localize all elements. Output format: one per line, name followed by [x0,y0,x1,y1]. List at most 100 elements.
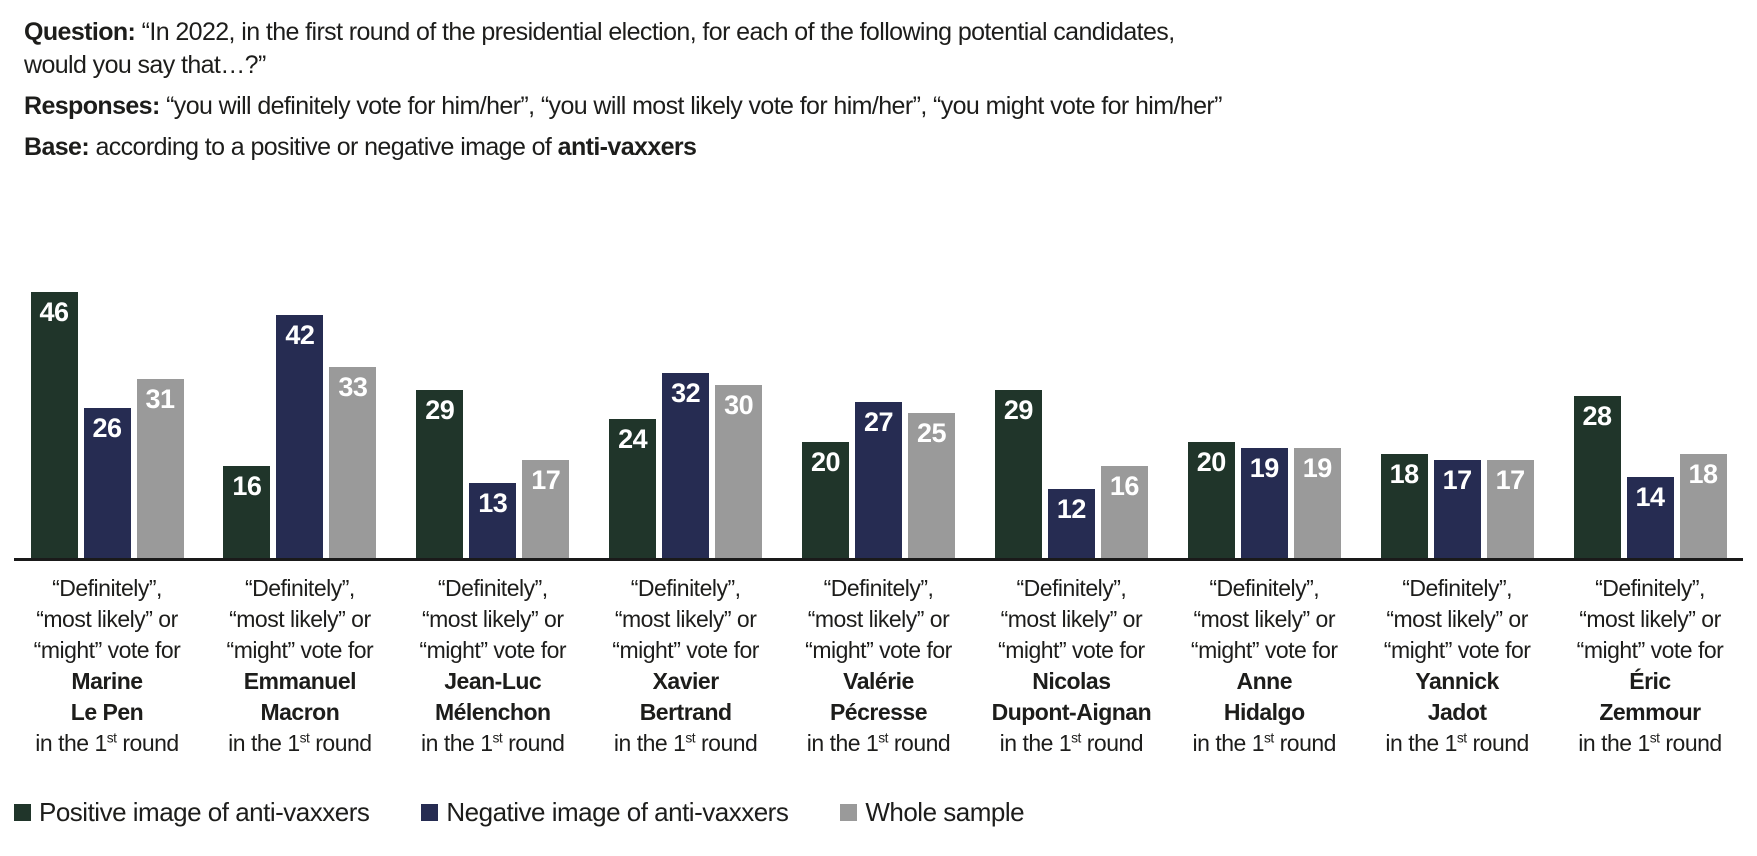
category-label-prefix-line: “most likely” or [1579,606,1721,632]
category-label: “Definitely”, “most likely” or “might” vot… [400,573,586,759]
bar-whole-sample: 33 [329,367,377,558]
round-text-post: round [1466,730,1529,756]
category-label: “Definitely”, “most likely” or “might” vot… [593,573,779,759]
bar-negative-image: 42 [276,315,324,558]
bar-value-label: 16 [1109,471,1140,501]
category-label: “Definitely”, “most likely” or “might” vot… [786,573,972,759]
bar-group: 24 32 30 [593,373,779,558]
bar-value-label: 17 [1442,465,1473,495]
bar-negative-image: 32 [662,373,710,558]
bar-value-label: 28 [1582,401,1612,431]
category-label-prefix-line: “Definitely”, [630,575,741,601]
bar-value-label: 18 [1389,459,1420,489]
bar-value-label: 32 [671,378,701,408]
bar-value-label: 14 [1635,482,1665,512]
category-label-prefix-line: “most likely” or [614,606,757,632]
candidate-name-line: Emmanuel [243,668,357,694]
bar-group: 28 14 18 [1557,396,1743,558]
round-text-pre: in the 1 [613,730,686,756]
candidate-name-line: Jean-Luc [444,668,542,694]
category-label-prefix-line: “most likely” or [1193,606,1335,632]
category-label-prefix-line: “most likely” or [229,606,371,632]
candidate-name-line: Xavier [652,668,720,694]
candidate-name-line: Le Pen [70,699,144,725]
candidate-name-line: Anne [1236,668,1293,694]
bar-positive-image: 18 [1380,454,1428,558]
bar-group: 29 13 17 [400,390,586,558]
round-text-post: round [309,730,372,756]
bar-negative-image: 17 [1433,460,1481,558]
bar-group: 46 26 31 [14,292,200,558]
category-label: “Definitely”, “most likely” or “might” vot… [207,573,393,759]
plot-area: 46 26 31 16 42 33 29 13 17 24 32 30 20 27 25 29 12 16 20 19… [14,261,1743,561]
bar-value-label: 13 [478,488,508,518]
round-text-pre: in the 1 [35,730,107,756]
category-labels-row: “Definitely”, “most likely” or “might” vot… [14,573,1743,759]
category-label-prefix-line: “most likely” or [36,606,178,632]
bar-value-label: 46 [39,297,69,327]
bar-value-label: 42 [285,320,315,350]
bar-positive-image: 29 [994,390,1042,558]
round-text-post: round [116,730,179,756]
bar-value-label: 12 [1056,494,1087,524]
category-label-round-line: in the 1st round [207,728,393,759]
round-ordinal-suffix: st [299,730,310,746]
category-label-prefix-line: “Definitely”, [437,575,548,601]
candidate-name-line: Mélenchon [434,699,551,725]
bar-group: 20 27 25 [786,402,972,558]
bar-value-label: 29 [425,395,455,425]
bar-value-label: 31 [145,384,175,414]
candidate-name-line: Valérie [843,668,914,694]
candidate-name-line: Pécresse [829,699,928,725]
bar-value-label: 24 [618,424,648,454]
question-label: Question: [24,18,136,46]
category-label-prefix-line: “Definitely”, [823,575,934,601]
bar-negative-image: 12 [1047,489,1095,558]
grouped-bar-chart: 46 26 31 16 42 33 29 13 17 24 32 30 20 27 25 29 12 16 20 19… [14,261,1743,759]
bar-group: 29 12 16 [978,390,1164,558]
round-text-post: round [1080,730,1144,756]
round-text-pre: in the 1 [421,730,493,756]
bar-group: 20 19 19 [1171,442,1357,558]
round-text-pre: in the 1 [228,730,300,756]
bar-value-label: 19 [1302,453,1333,483]
candidate-name-line: Jadot [1427,699,1487,725]
category-label-prefix-line: “might” vote for [1190,637,1338,663]
category-label-round-line: in the 1st round [1364,728,1550,759]
bar-positive-image: 28 [1573,396,1621,558]
category-label-prefix-line: “Definitely”, [1402,575,1513,601]
category-label-round-line: in the 1st round [1557,728,1743,759]
category-label: “Definitely”, “most likely” or “might” vot… [1557,573,1743,759]
category-label-round-line: in the 1st round [400,728,586,759]
round-ordinal-suffix: st [1649,730,1660,746]
legend-swatch [421,804,439,821]
round-text-pre: in the 1 [1578,730,1650,756]
round-text-post: round [1273,730,1337,756]
bar-value-label: 20 [810,447,841,477]
category-label-prefix-line: “most likely” or [1386,606,1528,632]
base-bold-text: anti-vaxxers [557,133,697,161]
bar-whole-sample: 30 [715,385,763,558]
round-ordinal-suffix: st [685,730,696,746]
bar-negative-image: 19 [1240,448,1288,558]
question-line-1: Question: “In 2022, in the first round o… [24,16,1733,49]
responses-label: Responses: [24,92,160,120]
category-label-prefix-line: “Definitely”, [1016,575,1127,601]
question-text-line-1: “In 2022, in the first round of the pres… [141,18,1176,46]
category-label-prefix-line: “most likely” or [807,606,950,632]
legend-item: Negative image of anti-vaxxers [421,797,789,828]
bar-value-label: 30 [724,390,754,420]
candidate-name-line: Macron [260,699,340,725]
category-label-prefix-line: “might” vote for [33,637,181,663]
bar-value-label: 16 [232,471,262,501]
base-line: Base: according to a positive or negativ… [24,131,1733,164]
legend-label: Whole sample [865,797,1025,827]
category-label-prefix-line: “might” vote for [998,637,1145,663]
category-label-prefix-line: “might” vote for [612,637,759,663]
category-label-prefix-line: “Definitely”, [244,575,355,601]
legend-item: Whole sample [840,797,1025,828]
round-ordinal-suffix: st [1456,730,1467,746]
category-label-prefix-line: “might” vote for [226,637,374,663]
category-label-prefix-line: “Definitely”, [1595,575,1705,601]
